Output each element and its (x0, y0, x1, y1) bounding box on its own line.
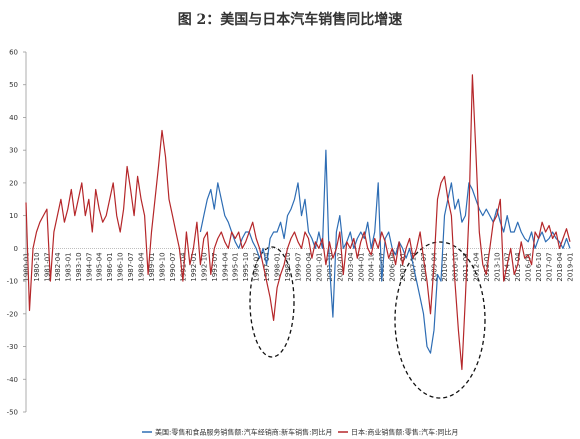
x-tick-label: 1992-10 (200, 252, 208, 281)
y-tick-label: -30 (7, 343, 18, 351)
y-tick-label: 60 (9, 49, 18, 57)
x-tick-label: 1980-01 (23, 252, 31, 281)
x-tick-label: 1993-07 (211, 252, 219, 281)
x-tick-label: 1995-10 (242, 252, 250, 281)
x-tick-label: 1988-04 (138, 252, 146, 282)
x-tick-label: 1984-07 (85, 252, 93, 281)
y-tick-label: 30 (9, 147, 18, 155)
x-tick-label: 2001-01 (315, 252, 323, 281)
x-tick-label: 2014-07 (504, 252, 512, 281)
x-tick-label: 1992-01 (190, 252, 198, 281)
x-tick-label: 2005-07 (378, 252, 386, 281)
x-tick-label: 1986-10 (117, 252, 125, 281)
x-tick-label: 2003-04 (347, 252, 355, 282)
y-tick-label: 10 (9, 212, 18, 220)
x-tick-label: 2019-01 (567, 252, 575, 281)
x-tick-label: 2010-10 (451, 252, 459, 281)
x-tick-label: 2002-07 (336, 252, 344, 281)
legend-label: 美国:零售和食品服务销售额:汽车经销商:新车销售:同比月 (155, 428, 332, 437)
x-tick-label: 1997-04 (263, 252, 271, 282)
annotation-ellipse (249, 246, 295, 358)
x-tick-label: 1994-04 (221, 252, 229, 282)
chart-title: 图 2：美国与日本汽车销售同比增速 (178, 11, 403, 28)
x-tick-label: 2012-04 (472, 252, 480, 282)
x-tick-label: 2016-01 (525, 252, 533, 281)
y-tick-label: -10 (7, 278, 18, 286)
y-tick-label: 20 (9, 179, 18, 187)
x-tick-label: 2007-01 (399, 252, 407, 281)
y-tick-label: 0 (14, 245, 18, 253)
y-tick-label: -40 (7, 376, 18, 384)
line-series (199, 149, 571, 354)
x-tick-label: 1981-07 (43, 252, 51, 281)
x-tick-label: 2010-01 (441, 252, 449, 281)
y-tick-label: 50 (9, 81, 18, 89)
x-tick-label: 1998-10 (284, 252, 292, 281)
x-tick-label: 1989-01 (148, 252, 156, 281)
x-tick-label: 2018-04 (556, 252, 564, 282)
x-tick-label: 1985-04 (96, 252, 104, 282)
x-tick-label: 1986-01 (106, 252, 114, 281)
x-tick-label: 1983-01 (64, 252, 72, 281)
x-tick-label: 2016-10 (535, 252, 543, 281)
x-tick-label: 2009-04 (431, 252, 439, 282)
x-tick-label: 1980-10 (33, 252, 41, 281)
x-tick-label: 1982-04 (54, 252, 62, 282)
annotation-ellipse (394, 241, 486, 399)
x-tick-label: 1989-10 (159, 252, 167, 281)
x-tick-label: 2008-07 (420, 252, 428, 281)
x-tick-label: 2004-10 (368, 252, 376, 281)
x-tick-label: 1983-10 (75, 252, 83, 281)
x-tick-label: 2004-01 (357, 252, 365, 281)
x-tick-label: 2017-07 (546, 252, 554, 281)
x-tick-label: 2011-07 (462, 252, 470, 281)
x-tick-label: 2000-04 (305, 252, 313, 282)
x-tick-label: 1995-01 (232, 252, 240, 281)
legend-label: 日本:商业销售额:零售:汽车:同比月 (351, 428, 458, 437)
x-tick-label: 2006-04 (389, 252, 397, 282)
y-tick-label: 40 (9, 114, 18, 122)
x-tick-label: 1990-07 (169, 252, 177, 281)
y-tick-label: -20 (7, 310, 18, 318)
x-tick-label: 1996-07 (253, 252, 261, 281)
x-tick-label: 2013-10 (493, 252, 501, 281)
x-tick-label: 1987-07 (127, 252, 135, 281)
x-tick-label: 2015-04 (514, 252, 522, 282)
line-series (25, 74, 571, 371)
x-tick-label: 1999-07 (295, 252, 303, 281)
x-tick-label: 1998-01 (274, 252, 282, 281)
y-tick-label: -50 (7, 409, 18, 417)
